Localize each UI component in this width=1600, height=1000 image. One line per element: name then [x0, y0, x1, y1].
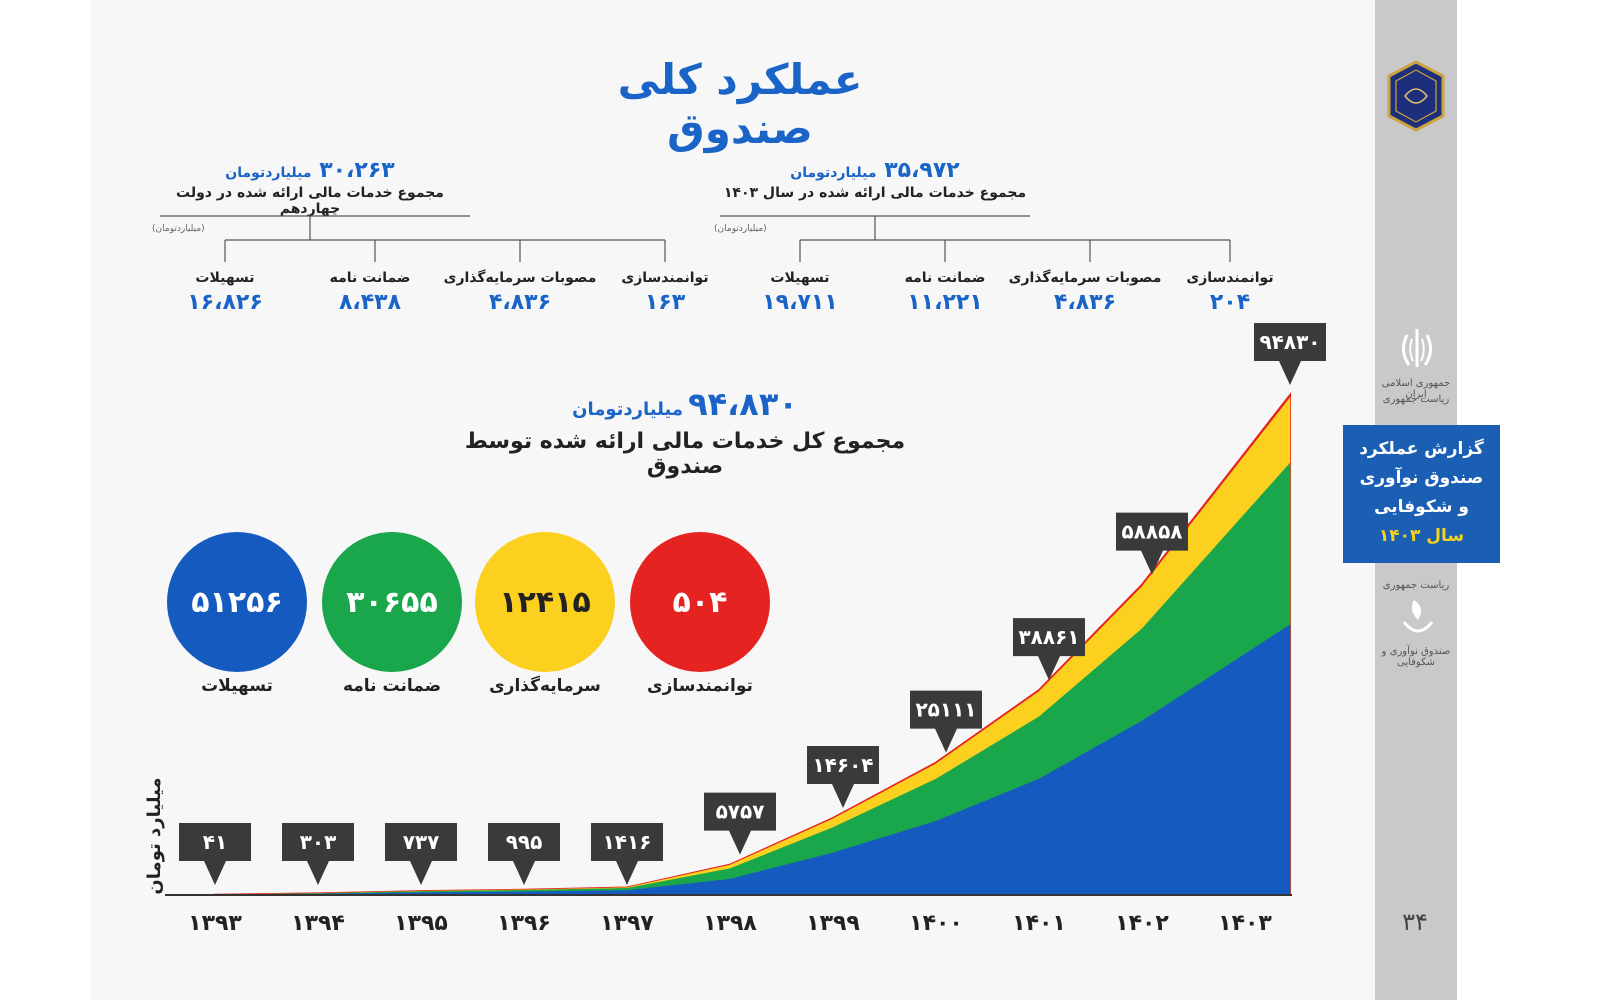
category-circle: ۵۱۲۵۶ [167, 532, 307, 672]
total-callout-box [1116, 512, 1188, 575]
summary-right-item: توانمندسازی ۲۰۴ [1186, 270, 1274, 315]
category-circle: ۳۰۶۵۵ [322, 532, 462, 672]
total-callout-label: ۱۴۱۶ [603, 830, 652, 854]
x-tick-label: ۱۴۰۱ [1012, 911, 1066, 936]
category-circle-label: تسهیلات [201, 676, 273, 696]
report-badge: گزارش عملکرد صندوق نوآوری و شکوفایی سال … [1343, 425, 1500, 563]
summary-right-small-unit: (میلیاردتومان) [714, 224, 767, 234]
x-tick-label: ۱۳۹۷ [600, 911, 654, 936]
summary-right-label: مجموع خدمات مالی ارائه شده در سال ۱۴۰۳ [723, 185, 1027, 201]
total-callout-label: ۳۰۳ [300, 830, 337, 854]
total-callout-box [910, 690, 982, 753]
summary-left-label: مجموع خدمات مالی ارائه شده در دولت چهارد… [176, 185, 444, 217]
report-line-2: صندوق نوآوری [1359, 468, 1484, 488]
gov-text-1: جمهوری اسلامی ایران [1381, 378, 1451, 400]
total-callout-label: ۱۴۶۰۴ [812, 753, 873, 777]
x-tick-label: ۱۳۹۸ [703, 911, 757, 936]
fund-text-1: ریاست جمهوری [1382, 580, 1450, 591]
total-callout-box [1013, 618, 1085, 681]
category-circle-label: ضمانت نامه [342, 676, 442, 696]
total-callout-label: ۹۴۸۳۰ [1259, 330, 1320, 354]
summary-right-unit: میلیاردتومان [790, 165, 877, 181]
area-series-0 [214, 624, 1291, 896]
total-callout-label: ۹۹۵ [506, 830, 543, 854]
category-circle: ۱۲۴۱۵ [475, 532, 615, 672]
x-tick-label: ۱۳۹۴ [291, 911, 345, 936]
page-title: عملکرد کلی صندوق [617, 55, 863, 153]
fund-logo-icon [1402, 600, 1434, 633]
x-tick-label: ۱۳۹۹ [806, 911, 860, 936]
total-callout-box [385, 823, 457, 885]
total-callout-box [591, 823, 663, 885]
summary-right-item: ضمانت نامه ۱۱،۲۲۱ [904, 270, 986, 315]
total-callout-box [282, 823, 354, 885]
x-tick-label: ۱۳۹۳ [188, 911, 242, 936]
grand-total: ۹۴،۸۳۰ میلیاردتومان مجموع کل خدمات مالی … [440, 385, 930, 479]
category-circle: ۵۰۴ [630, 532, 770, 672]
report-line-3: و شکوفایی [1374, 497, 1469, 517]
total-callout-label: ۳۸۸۶۱ [1018, 625, 1079, 649]
category-circle-label: توانمندسازی [647, 676, 753, 696]
page-number: ۳۴ [1402, 908, 1428, 936]
summary-left-item: توانمندسازی ۱۶۳ [621, 270, 709, 315]
summary-left-small-unit: (میلیاردتومان) [152, 224, 205, 234]
x-tick-label: ۱۳۹۵ [394, 911, 448, 936]
total-callout-box [179, 823, 251, 885]
grand-total-label: مجموع کل خدمات مالی ارائه شده توسط صندوق [464, 429, 906, 479]
x-tick-label: ۱۴۰۲ [1115, 911, 1169, 936]
summary-right-item: مصوبات سرمایه‌گذاری ۴،۸۳۶ [1008, 270, 1162, 315]
category-circle-label: سرمایه‌گذاری [489, 676, 601, 696]
y-axis-label: میلیارد تومان [144, 777, 165, 894]
x-tick-label: ۱۴۰۰ [909, 911, 963, 936]
gov-text-2: ریاست جمهوری [1382, 394, 1450, 405]
grand-total-unit: میلیاردتومان [572, 399, 683, 420]
total-callout-label: ۵۸۸۵۸ [1121, 520, 1182, 544]
summary-left-item: ضمانت نامه ۸،۴۳۸ [329, 270, 411, 315]
total-callout-label: ۷۳۷ [403, 830, 440, 854]
total-callout-label: ۲۵۱۱۱ [915, 698, 976, 722]
summary-right-header: ۳۵،۹۷۲ میلیاردتومان مجموع خدمات مالی ارا… [720, 158, 1030, 201]
summary-right-item: تسهیلات ۱۹،۷۱۱ [762, 270, 838, 315]
report-line-1: گزارش عملکرد [1359, 439, 1484, 459]
summary-right-value: ۳۵،۹۷۲ [884, 158, 960, 183]
x-tick-label: ۱۴۰۳ [1218, 911, 1272, 936]
total-callout-box [704, 792, 776, 855]
summary-left-unit: میلیاردتومان [225, 165, 312, 181]
total-callout-label: ۵۷۵۷ [716, 800, 765, 824]
total-callout-box [488, 823, 560, 885]
summary-left-item: مصوبات سرمایه‌گذاری ۴،۸۳۶ [443, 270, 597, 315]
summary-left-item: تسهیلات ۱۶،۸۲۶ [187, 270, 263, 315]
x-tick-label: ۱۳۹۶ [497, 911, 551, 936]
grand-total-value: ۹۴،۸۳۰ [688, 385, 798, 423]
total-callout-box [807, 745, 879, 808]
summary-left-value: ۳۰،۲۶۳ [319, 158, 395, 183]
fund-text-2: صندوق نوآوری و شکوفایی [1381, 646, 1451, 668]
report-year: سال ۱۴۰۳ [1378, 526, 1465, 546]
total-callout-label: ۴۱ [203, 830, 227, 854]
iran-emblem-icon [1402, 329, 1432, 367]
summary-left-header: ۳۰،۲۶۳ میلیاردتومان مجموع خدمات مالی ارا… [150, 158, 470, 217]
seal-emblem-icon [1387, 60, 1445, 132]
total-callout-box [1254, 323, 1326, 385]
